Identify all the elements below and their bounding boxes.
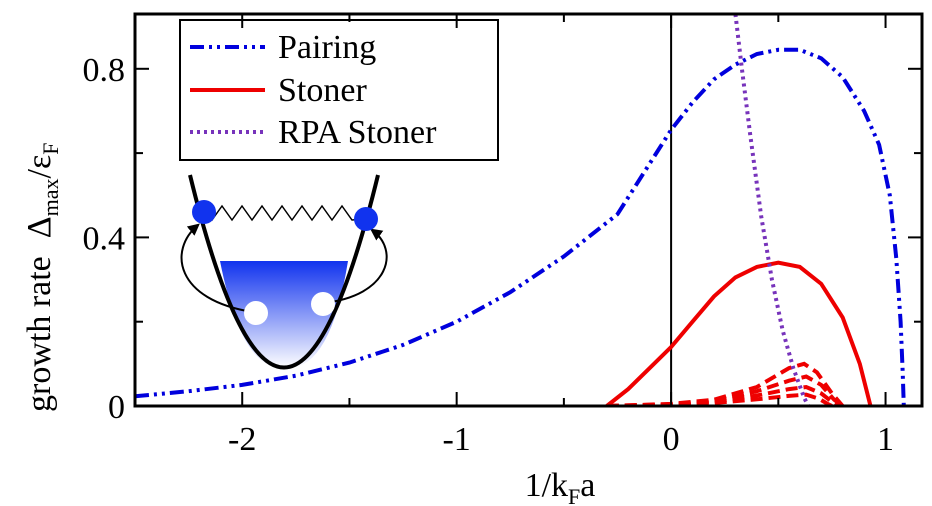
legend-box	[179, 19, 499, 161]
inset-arrow-right	[322, 228, 388, 304]
inset-arrow-left	[180, 223, 254, 313]
series-line-stoner-dashed-4	[606, 392, 833, 406]
axes-frame	[133, 12, 924, 408]
inset-hole-left	[244, 301, 268, 325]
y-axis-label: growth rateΔmax/εF	[21, 142, 63, 412]
x-axis-label-sub: F	[568, 484, 580, 506]
series-line-stoner	[605, 260, 873, 406]
inset-fermi-sea	[220, 261, 348, 369]
x-tick-label: 0	[663, 421, 680, 458]
x-axis-label: 1/kFa	[525, 467, 596, 506]
legend-label-stoner: Stoner	[278, 72, 367, 109]
x-tick-label: -2	[228, 421, 256, 458]
y-tick-label: 0.4	[83, 220, 126, 257]
ticks: -2 -1 0 1 0 0.4 0.8	[83, 14, 922, 458]
x-tick-label: 1	[877, 421, 894, 458]
y-tick-label: 0	[108, 389, 125, 426]
x-tick-label: -1	[442, 421, 470, 458]
inset-hole-right	[311, 292, 335, 316]
legend-label-pairing: Pairing	[278, 29, 376, 66]
legend: Pairing Stoner RPA Stoner	[179, 19, 499, 161]
series-line-rpa-stoner	[733, 14, 811, 406]
inset-particle-left	[192, 200, 216, 224]
inset-particle-right	[354, 207, 378, 231]
plot-area	[135, 14, 906, 406]
inset-diagram	[180, 174, 388, 370]
legend-label-rpa-stoner: RPA Stoner	[278, 114, 437, 151]
y-tick-label: 0.8	[83, 52, 126, 89]
inset-zigzag	[203, 204, 367, 222]
inset-parabola	[188, 174, 380, 370]
series-line-pairing	[135, 47, 906, 406]
